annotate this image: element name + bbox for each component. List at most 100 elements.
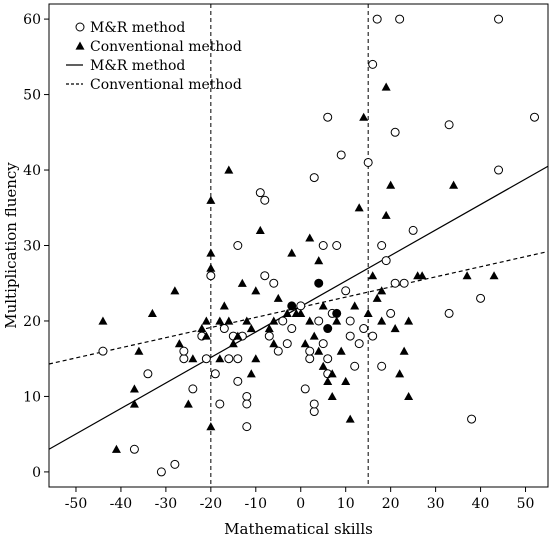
mr-point (318, 339, 328, 349)
mr-point (224, 354, 234, 364)
mr-point (309, 407, 319, 417)
mr-point (341, 286, 351, 296)
mr-point (314, 316, 324, 326)
mr-point (300, 384, 310, 394)
x-tick-label: 20 (382, 496, 400, 512)
mr-point (282, 339, 292, 349)
mr-point (444, 308, 454, 318)
conventional-point (350, 301, 360, 310)
mr-point (530, 112, 540, 122)
conventional-point (395, 369, 405, 378)
mr-point (368, 59, 378, 69)
conventional-point (251, 354, 261, 363)
mr-point (201, 354, 211, 364)
conventional-point (215, 316, 225, 325)
y-tick-label: 20 (23, 314, 41, 330)
mr-point (170, 459, 180, 469)
mr-point (408, 225, 418, 235)
mr-point (386, 308, 396, 318)
conventional-point (129, 399, 139, 408)
conventional-point (269, 339, 279, 348)
x-tick-label: -10 (245, 496, 268, 512)
conventional-point (219, 301, 229, 310)
mr-point (494, 14, 504, 24)
conventional-point (246, 369, 256, 378)
mr-point (242, 391, 252, 401)
mr-point (179, 354, 189, 364)
conventional-point (170, 286, 180, 295)
mr-point (363, 157, 373, 167)
mr-point (156, 467, 166, 477)
conventional-point (269, 316, 279, 325)
conventional-point (377, 316, 387, 325)
conventional-point (327, 391, 337, 401)
mr-point (305, 346, 315, 356)
conventional-point (273, 293, 283, 302)
y-tick-label: 40 (23, 163, 41, 179)
mr-point (399, 278, 409, 288)
mr-point (278, 316, 288, 326)
mr-point (494, 165, 504, 175)
legend-label: Conventional method (90, 39, 242, 55)
legend-label: M&R method (90, 20, 185, 36)
mr-point (260, 195, 270, 205)
conventional-point (251, 286, 261, 295)
y-tick-label: 30 (23, 239, 41, 255)
filled-circle-point (332, 308, 342, 318)
mr-point (323, 354, 333, 364)
conventional-point (305, 316, 315, 325)
conventional-point (147, 308, 157, 318)
conventional-point (336, 346, 346, 355)
axes: -50 -40 -30 -20 -10 0 10 20 30 40 50 0 10 20 30 40 50 60 (23, 3, 549, 512)
conventional-point (386, 180, 396, 189)
conventional-point (255, 225, 265, 235)
conventional-point (134, 346, 144, 355)
conventional-point (183, 399, 193, 408)
mr-point (377, 361, 387, 371)
mr-point (215, 399, 225, 409)
conventional-point (314, 256, 324, 265)
conventional-point (404, 316, 414, 325)
y-axis-title: Multiplication fluency (2, 162, 20, 329)
conventional-point (188, 354, 198, 363)
mr-point (233, 241, 243, 250)
x-tick-label: 0 (296, 496, 305, 512)
conventional-point (318, 301, 328, 310)
mr-point (345, 316, 355, 326)
conventional-point (390, 324, 400, 333)
conventional-point (242, 316, 252, 325)
conventional-point (332, 316, 342, 325)
filled-circle-point (287, 301, 297, 311)
mr-point (219, 324, 229, 334)
mr-point (395, 14, 405, 24)
mr-point (179, 346, 189, 356)
conventional-point (309, 331, 319, 340)
y-tick-label: 0 (32, 465, 41, 481)
x-tick-label: -20 (200, 496, 223, 512)
legend-label: Conventional method (90, 77, 242, 93)
mr-point (242, 399, 252, 409)
x-tick-label: 30 (427, 496, 445, 512)
mr-point (467, 414, 477, 424)
conventional-point (377, 286, 387, 295)
conventional-point (264, 324, 274, 333)
x-axis-title: Mathematical skills (224, 520, 373, 538)
mr-point (323, 112, 333, 122)
mr-point (368, 331, 378, 341)
x-tick-label: 40 (472, 496, 490, 512)
mr-point (476, 293, 486, 303)
y-tick-label: 10 (23, 389, 41, 405)
conventional-point (404, 391, 414, 401)
legend: M&R method Conventional method M&R method C… (66, 20, 242, 93)
mr-point (98, 346, 108, 356)
conventional-point (201, 316, 211, 325)
conventional-point (233, 331, 243, 340)
filled-circle-point (314, 278, 324, 288)
mr-point (350, 361, 360, 371)
mr-point (260, 271, 270, 281)
x-tick-label: 10 (337, 496, 355, 512)
legend-marker (75, 41, 85, 50)
conventional-point (201, 331, 211, 340)
mr-point (309, 173, 319, 183)
